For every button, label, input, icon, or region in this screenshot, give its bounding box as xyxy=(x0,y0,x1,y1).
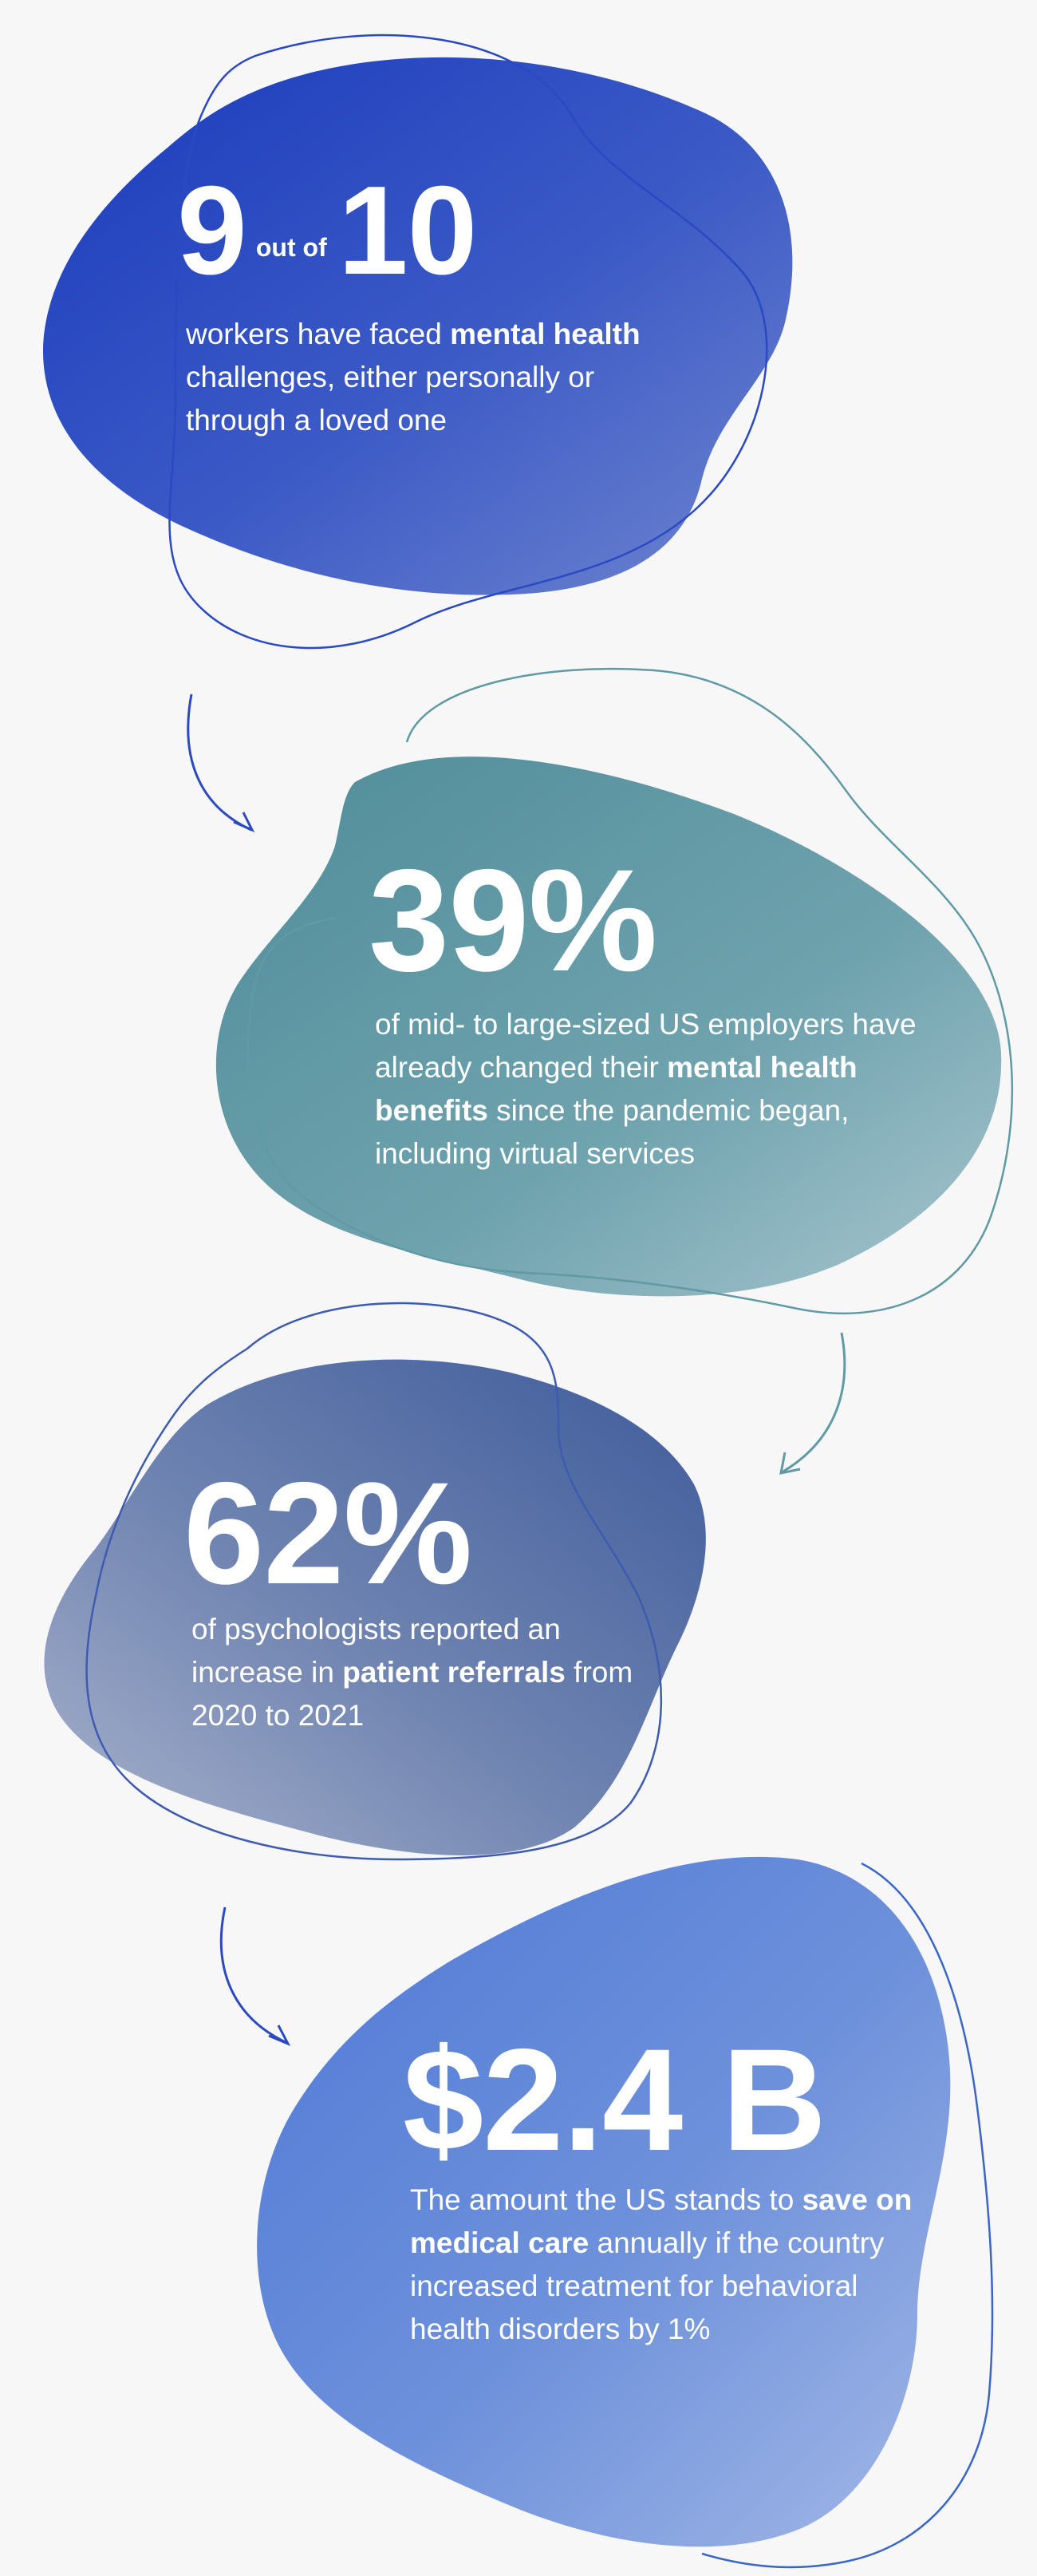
stat-1-joiner: out of xyxy=(255,233,327,262)
stat-2-description: of mid- to large-sized US employers have… xyxy=(375,1008,917,1170)
blob-4 xyxy=(257,1856,951,2547)
blob-1 xyxy=(42,57,793,595)
blob-1-outline xyxy=(168,34,768,650)
stat-4-headline: $2.4 B xyxy=(403,2018,826,2181)
stat-3-description: of psychologists reported an increase in… xyxy=(191,1613,633,1732)
stat-1-headline: 9 out of10 xyxy=(177,168,477,294)
blob-2 xyxy=(215,757,1002,1297)
blob-3-outline xyxy=(85,1302,663,1861)
arrowhead-2 xyxy=(779,1452,801,1475)
arrow-1 xyxy=(187,693,252,832)
stat-1-number-b: 10 xyxy=(337,160,478,301)
blob-4-outline xyxy=(701,1862,994,2569)
stat-3-headline: 62% xyxy=(183,1452,472,1614)
arrowhead-3 xyxy=(268,2025,291,2046)
arrowhead-1 xyxy=(233,812,255,833)
stat-1-description: workers have faced mental health challen… xyxy=(186,318,641,437)
arrow-2 xyxy=(781,1332,846,1474)
blob-3 xyxy=(44,1359,706,1855)
arrow-3 xyxy=(219,1906,288,2045)
stat-1-number-a: 9 xyxy=(177,160,247,301)
stat-4-description: The amount the US stands to save on medi… xyxy=(410,2183,913,2345)
blob-2-outline xyxy=(246,667,1014,1314)
stat-2-headline: 39% xyxy=(369,839,657,1002)
